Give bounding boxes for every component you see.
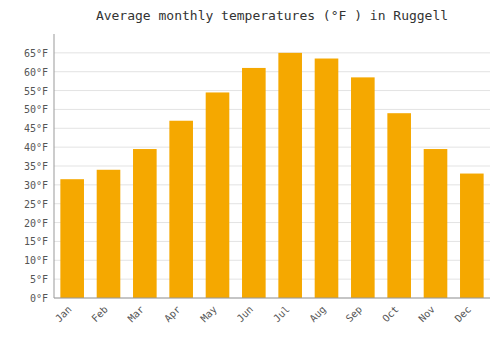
x-tick-labels: Jan Feb Mar Apr May Jun Jul Aug Sep Oct Nov Dec [53, 304, 473, 325]
x-tick-label: Sep [344, 304, 365, 325]
grid-line [54, 298, 490, 299]
y-tick-label: 20°F [24, 218, 48, 229]
grid-line [54, 52, 490, 53]
x-tick-label: Apr [162, 304, 183, 325]
bar [315, 59, 339, 298]
bar [206, 92, 230, 298]
x-tick-label: Jan [53, 304, 74, 325]
x-tick-label: Feb [89, 304, 110, 325]
y-tick-label: 15°F [24, 236, 48, 247]
y-tick-label: 45°F [24, 123, 48, 134]
bar [351, 77, 375, 298]
x-tick-label: Oct [380, 304, 401, 325]
x-tick-label: Jul [271, 304, 292, 325]
y-tick-label: 60°F [24, 67, 48, 78]
x-tick-label: May [198, 304, 219, 325]
bar [278, 53, 302, 298]
y-axis-line [54, 34, 55, 298]
bar [60, 179, 84, 298]
y-tick-label: 5°F [30, 274, 48, 285]
x-tick-label: Aug [307, 304, 328, 325]
y-tick-label: 35°F [24, 161, 48, 172]
bar [133, 149, 157, 298]
y-tick-label: 50°F [24, 104, 48, 115]
y-tick-label: 25°F [24, 199, 48, 210]
bar [169, 121, 193, 298]
x-tick-label: Jun [235, 304, 256, 325]
chart-container: Average monthly temperatures (°F ) in Ru… [0, 0, 500, 350]
grid-line [54, 90, 490, 91]
bar [387, 113, 411, 298]
grid-line [54, 147, 490, 148]
grid-line [54, 71, 490, 72]
x-tick-label: Nov [416, 304, 437, 325]
y-tick-label: 65°F [24, 48, 48, 59]
bar [97, 170, 121, 298]
y-tick-label: 55°F [24, 86, 48, 97]
bar [242, 68, 266, 298]
x-tick-label: Dec [453, 304, 474, 325]
y-tick-label: 40°F [24, 142, 48, 153]
grid [54, 53, 490, 298]
x-axis-line [54, 298, 490, 299]
title: Average monthly temperatures (°F ) in Ru… [96, 8, 448, 23]
grid-line [54, 109, 490, 110]
bars [60, 53, 483, 298]
bar [460, 174, 484, 298]
x-tick-label: Mar [126, 304, 147, 325]
y-tick-label: 0°F [30, 293, 48, 304]
y-tick-label: 30°F [24, 180, 48, 191]
y-tick-labels: 0°F 5°F 10°F 15°F 20°F 25°F 30°F 35°F 40°F 45°F 50… [24, 48, 48, 304]
grid-line [54, 128, 490, 129]
chart: Average monthly temperatures (°F ) in Ru… [0, 0, 500, 350]
y-tick-label: 10°F [24, 255, 48, 266]
bar [424, 149, 448, 298]
